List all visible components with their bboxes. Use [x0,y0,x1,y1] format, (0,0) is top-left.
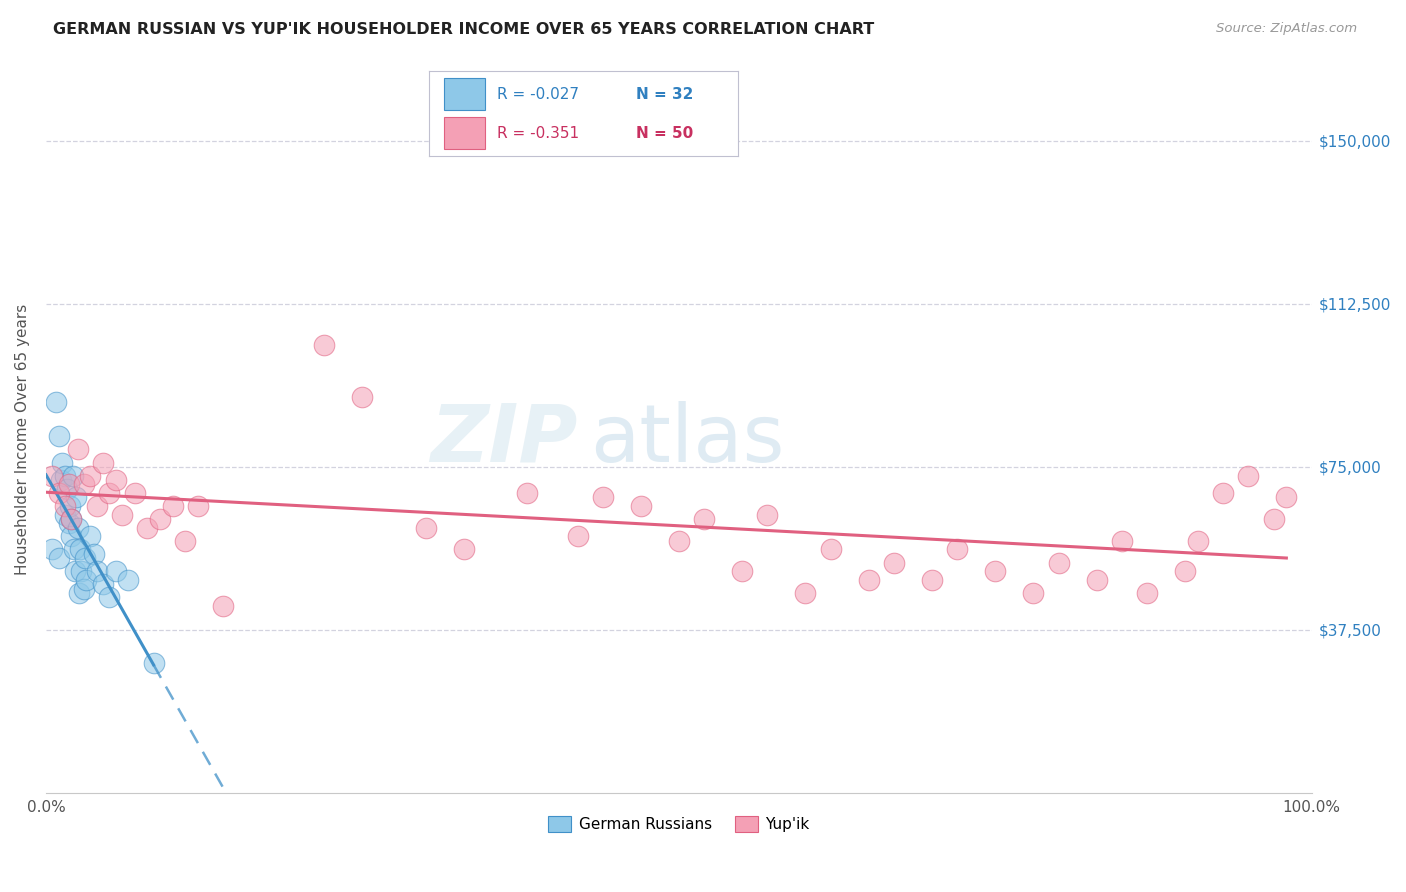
Point [415,521,437,535]
Point [45,394,67,409]
Point [73,477,96,491]
Point [59,499,82,513]
Point [1263,512,1285,526]
Point [1174,564,1197,578]
Point [212,599,235,613]
Point [352,390,374,404]
Text: GERMAN RUSSIAN VS YUP'IK HOUSEHOLDER INCOME OVER 65 YEARS CORRELATION CHART: GERMAN RUSSIAN VS YUP'IK HOUSEHOLDER INC… [53,22,875,37]
Point [60,512,83,526]
Point [62,468,84,483]
Bar [444,117,485,149]
Point [124,486,146,500]
Point [76,573,98,587]
Point [1022,586,1045,600]
Point [75,551,97,566]
Point [51,456,73,470]
Point [73,582,96,596]
Point [56,482,79,496]
Point [86,499,108,513]
Point [1237,468,1260,483]
Point [174,533,197,548]
Point [1212,486,1234,500]
Point [668,533,690,548]
Point [48,486,70,500]
Point [63,564,86,578]
Point [946,542,969,557]
Point [86,564,108,578]
Bar [444,78,485,111]
Point [83,547,105,561]
Point [65,491,87,505]
Point [693,512,716,526]
Text: R = -0.027: R = -0.027 [496,87,579,102]
Point [48,551,70,566]
Point [1085,573,1108,587]
Point [756,508,779,522]
Point [53,499,76,513]
Point [142,656,165,670]
Point [79,529,101,543]
Point [41,542,63,557]
Point [1187,533,1209,548]
Point [91,577,114,591]
Point [883,556,905,570]
Point [41,468,63,483]
Point [58,477,80,491]
Point [516,486,538,500]
Point [921,573,943,587]
Text: N = 50: N = 50 [636,126,693,141]
Y-axis label: Householder Income Over 65 years: Householder Income Over 65 years [15,304,30,575]
Point [53,508,76,522]
Point [98,591,121,605]
Point [60,512,83,526]
Text: R = -0.351: R = -0.351 [496,126,579,141]
Point [67,586,90,600]
Point [1047,556,1070,570]
Point [187,499,209,513]
Point [314,338,336,352]
Point [453,542,475,557]
Point [66,442,89,457]
Text: N = 32: N = 32 [636,87,693,102]
Point [630,499,652,513]
Text: Source: ZipAtlas.com: Source: ZipAtlas.com [1216,22,1357,36]
Text: ZIP: ZIP [430,401,578,479]
Point [1275,491,1298,505]
Point [53,468,76,483]
Point [48,429,70,443]
Point [117,573,139,587]
Point [794,586,817,600]
Text: atlas: atlas [591,401,785,479]
Point [66,521,89,535]
Point [984,564,1007,578]
Point [70,564,93,578]
Point [567,529,589,543]
Point [63,542,86,557]
Point [1136,586,1159,600]
Point [162,499,184,513]
Point [60,529,83,543]
Point [69,542,91,557]
Point [58,516,80,531]
Point [858,573,880,587]
Legend: German Russians, Yup'ik: German Russians, Yup'ik [543,810,815,838]
Point [592,491,614,505]
Point [104,564,127,578]
Point [91,456,114,470]
Point [79,468,101,483]
Point [820,542,842,557]
Point [1111,533,1133,548]
Point [111,508,134,522]
Point [98,486,121,500]
Point [149,512,172,526]
Point [136,521,159,535]
Point [731,564,754,578]
Point [49,473,72,487]
Point [104,473,127,487]
